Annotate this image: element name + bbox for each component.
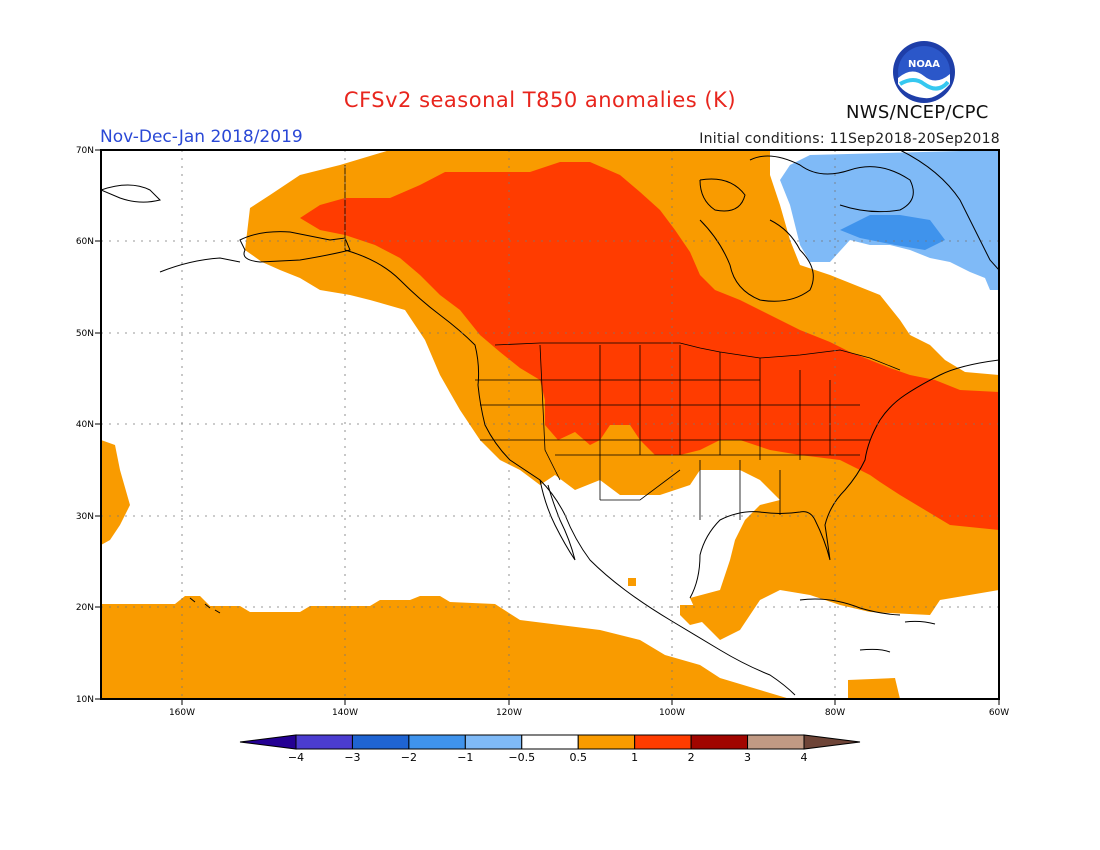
political-borders xyxy=(344,165,901,520)
colorbar-swatch xyxy=(295,734,353,750)
colorbar-label: 0.5 xyxy=(569,751,587,764)
colorbar-label: −3 xyxy=(344,751,360,764)
lon-label: 160W xyxy=(169,708,195,718)
lon-label: 140W xyxy=(332,708,358,718)
lon-label: 80W xyxy=(825,708,845,718)
colorbar: −4 −3 −2 −1 −0.5 0.5 1 2 3 4 xyxy=(239,734,861,764)
initial-conditions: Initial conditions: 11Sep2018-20Sep2018 xyxy=(699,131,1000,147)
lat-label: 70N xyxy=(76,146,94,156)
lon-label: 60W xyxy=(989,708,1009,718)
colorbar-label: 1 xyxy=(631,751,638,764)
colorbar-swatch xyxy=(634,734,692,750)
colorbar-label: 4 xyxy=(801,751,808,764)
lat-label: 30N xyxy=(76,512,94,522)
colorbar-swatch xyxy=(577,734,636,750)
axis-ticks xyxy=(95,149,1000,705)
lat-label: 40N xyxy=(76,420,94,430)
noaa-logo-icon: NOAA xyxy=(893,41,955,103)
lon-label: 100W xyxy=(659,708,685,718)
lon-label: 120W xyxy=(496,708,522,718)
colorbar-swatch xyxy=(747,734,805,750)
lat-label: 20N xyxy=(76,603,94,613)
colorbar-swatch xyxy=(351,734,410,750)
forecast-period: Nov-Dec-Jan 2018/2019 xyxy=(100,127,303,147)
gridlines xyxy=(101,150,999,699)
longitude-labels: 160W 140W 120W 100W 80W 60W xyxy=(169,708,1009,718)
anomaly-band-red xyxy=(300,162,999,530)
colorbar-swatch xyxy=(521,734,579,750)
latitude-labels: 70N 60N 50N 40N 30N 20N 10N xyxy=(76,146,94,705)
colorbar-label: −2 xyxy=(401,751,417,764)
coastlines xyxy=(101,150,999,696)
colorbar-label: −1 xyxy=(457,751,473,764)
chart-title: CFSv2 seasonal T850 anomalies (K) xyxy=(343,88,737,112)
logo-text: NOAA xyxy=(908,59,940,70)
colorbar-label: 2 xyxy=(688,751,695,764)
lat-label: 50N xyxy=(76,329,94,339)
colorbar-end-high xyxy=(803,734,861,750)
agency-label: NWS/NCEP/CPC xyxy=(846,102,989,123)
colorbar-swatch xyxy=(690,734,749,750)
colorbar-swatch xyxy=(464,734,523,750)
colorbar-swatch xyxy=(408,734,466,750)
colorbar-label: −4 xyxy=(288,751,304,764)
colorbar-end-low xyxy=(239,734,297,750)
colorbar-label: 3 xyxy=(744,751,751,764)
lat-label: 60N xyxy=(76,237,94,247)
colorbar-label: −0.5 xyxy=(508,751,535,764)
lat-label: 10N xyxy=(76,695,94,705)
